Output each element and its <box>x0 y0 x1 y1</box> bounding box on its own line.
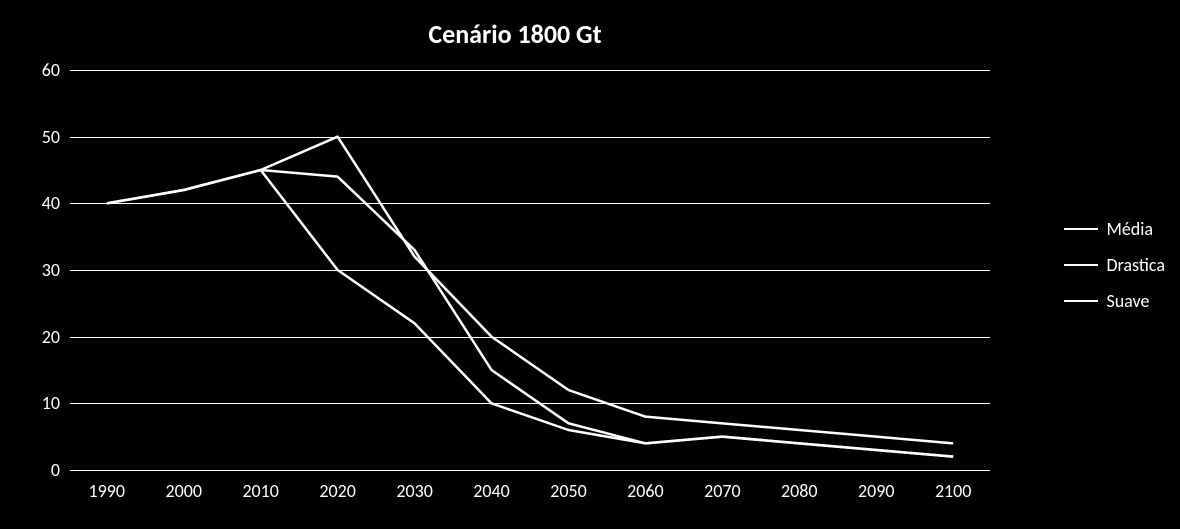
legend: Média Drastica Suave <box>1064 204 1165 326</box>
y-tick-label: 10 <box>42 392 60 414</box>
legend-label: Drastica <box>1106 254 1165 276</box>
legend-label: Média <box>1106 218 1153 240</box>
x-tick-label: 2030 <box>396 480 433 502</box>
legend-item: Suave <box>1064 290 1165 312</box>
chart-container: Cenário 1800 Gt 010203040506019902000201… <box>0 0 1180 529</box>
series-line <box>107 170 953 457</box>
x-tick-label: 2060 <box>627 480 664 502</box>
y-tick-label: 20 <box>42 326 60 348</box>
series-line <box>107 170 953 457</box>
gridline <box>70 270 990 271</box>
x-tick-label: 2010 <box>242 480 279 502</box>
gridline <box>70 137 990 138</box>
y-tick-label: 50 <box>42 126 60 148</box>
x-tick-label: 1990 <box>89 480 126 502</box>
chart-title: Cenário 1800 Gt <box>0 18 1030 50</box>
legend-label: Suave <box>1106 290 1149 312</box>
x-tick-label: 2100 <box>935 480 972 502</box>
legend-swatch <box>1064 264 1098 266</box>
gridline <box>70 70 990 71</box>
gridline <box>70 203 990 204</box>
y-tick-label: 40 <box>42 192 60 214</box>
y-tick-label: 0 <box>51 459 60 481</box>
plot-area: 0102030405060199020002010202020302040205… <box>70 70 990 470</box>
gridline <box>70 470 990 471</box>
legend-item: Drastica <box>1064 254 1165 276</box>
gridline <box>70 337 990 338</box>
x-tick-label: 2000 <box>165 480 202 502</box>
legend-item: Média <box>1064 218 1165 240</box>
y-tick-label: 30 <box>42 259 60 281</box>
y-tick-label: 60 <box>42 59 60 81</box>
x-tick-label: 2020 <box>319 480 356 502</box>
x-tick-label: 2090 <box>858 480 895 502</box>
x-tick-label: 2040 <box>473 480 510 502</box>
legend-swatch <box>1064 228 1098 230</box>
x-tick-label: 2080 <box>781 480 818 502</box>
legend-swatch <box>1064 300 1098 302</box>
x-tick-label: 2050 <box>550 480 587 502</box>
x-tick-label: 2070 <box>704 480 741 502</box>
gridline <box>70 403 990 404</box>
